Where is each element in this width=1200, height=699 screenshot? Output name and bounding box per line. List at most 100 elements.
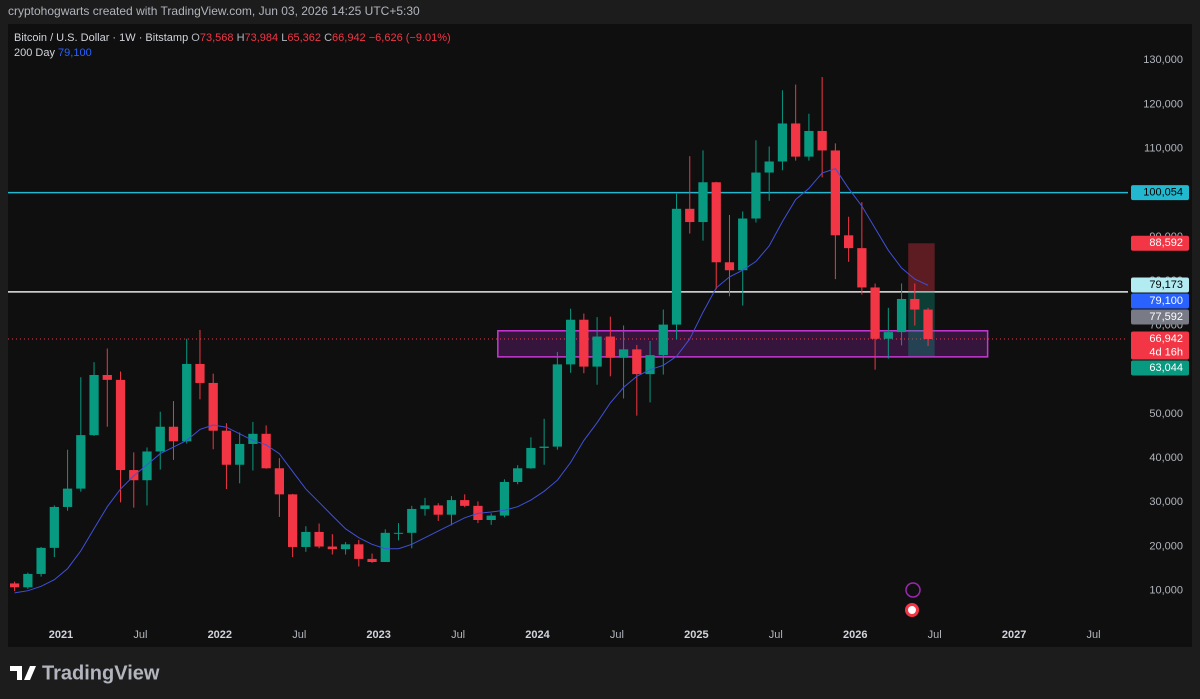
ohlc-key: L [281, 32, 288, 44]
candle-body [751, 172, 761, 219]
candle-body [896, 298, 907, 333]
candle-body [605, 336, 615, 358]
candle-body [632, 349, 642, 375]
y-tick-label: 50,000 [1149, 408, 1183, 420]
candle-body [817, 130, 827, 151]
candle-body [89, 375, 99, 436]
candle-body [883, 332, 893, 339]
ma-name: 200 Day [14, 47, 55, 59]
candle-body [155, 426, 165, 452]
ohlc-key: H [236, 32, 245, 44]
attribution: cryptohogwarts created with TradingView.… [8, 4, 420, 18]
legend: Bitcoin / U.S. Dollar · 1W · Bitstamp O7… [14, 31, 451, 61]
candle-body [552, 364, 563, 447]
candle-body [327, 546, 337, 550]
candle-body [764, 161, 774, 173]
candle-body [407, 508, 417, 533]
price-tag-label: 79,100 [1149, 295, 1183, 307]
price-tag-label: 100,054 [1143, 187, 1183, 199]
candle-body [274, 468, 285, 495]
candle-body [9, 583, 20, 588]
candle-body [499, 481, 510, 516]
candle-body [115, 379, 126, 471]
candle-body [513, 468, 523, 482]
y-tick-label: 10,000 [1149, 585, 1183, 597]
candle-body [168, 426, 179, 442]
ohlc-value: 65,362 [287, 32, 322, 44]
price-tag [1131, 331, 1189, 360]
brand-logo: TradingView [10, 662, 160, 684]
x-tick-label: 2022 [208, 629, 232, 641]
candle-body [248, 433, 258, 444]
ohlc-key: C [324, 32, 333, 44]
price-tag [1131, 293, 1189, 309]
countdown: 4d 16h [1149, 346, 1183, 358]
candle-body [261, 433, 271, 469]
candle-body [870, 287, 880, 339]
candle-body [354, 544, 364, 559]
candle-body [420, 505, 430, 509]
indicator-icons [905, 582, 921, 617]
candle-body [393, 532, 404, 534]
y-tick-label: 120,000 [1143, 98, 1183, 110]
x-tick-label: 2024 [525, 629, 550, 641]
y-tick-label: 40,000 [1149, 452, 1183, 464]
ohlc-value: 73,984 [244, 32, 279, 44]
candle-body [724, 262, 735, 271]
candle-body [645, 355, 655, 375]
x-tick-label: Jul [133, 629, 147, 641]
candle-body [235, 443, 245, 465]
price-tag [1131, 309, 1189, 325]
candle-body [830, 150, 841, 236]
candle-body [685, 208, 695, 223]
stop-zone [908, 243, 935, 292]
ohlc-value: 66,942 [332, 32, 366, 44]
candle-body [182, 363, 192, 442]
candle-body [340, 544, 351, 550]
price-tag-label: 63,044 [1149, 362, 1183, 374]
candle-body [142, 451, 152, 481]
candle-body [791, 123, 801, 157]
plot-area [8, 77, 1128, 594]
candle-body [129, 470, 139, 481]
x-tick-label: 2026 [843, 629, 867, 641]
candle-body [49, 506, 59, 548]
candle-body [195, 363, 205, 383]
y-tick-label: 110,000 [1144, 143, 1183, 155]
candle-body [36, 547, 46, 574]
x-tick-label: Jul [451, 629, 465, 641]
ohlc-value: 73,568 [199, 32, 234, 44]
x-tick-label: Jul [1086, 629, 1100, 641]
ma-value: 79,100 [58, 47, 92, 59]
candle-body [446, 500, 457, 515]
logo [10, 666, 36, 680]
candle-body [433, 505, 443, 515]
candle-body [208, 382, 218, 431]
ohlc-key: O [191, 32, 200, 44]
candle-body [857, 248, 867, 288]
ohlc: O73,568 H73,984 L65,362 C66,942 [191, 32, 368, 44]
price-tag [1131, 185, 1189, 201]
candle-body [618, 349, 629, 358]
candle-body [804, 130, 814, 157]
candle-body [301, 531, 311, 547]
candle-body [287, 494, 298, 547]
candle-body [658, 324, 668, 356]
candle-body [592, 336, 602, 367]
x-tick-label: Jul [292, 629, 306, 641]
x-tick-label: 2025 [684, 629, 708, 641]
price-tag [1131, 235, 1189, 251]
price-tag [1131, 360, 1189, 376]
y-tick-label: 130,000 [1143, 54, 1183, 66]
price-tag-label: 66,942 [1149, 333, 1183, 345]
y-tick-label: 20,000 [1149, 540, 1183, 552]
candle-body [23, 573, 33, 588]
candle-body [221, 430, 232, 465]
candle-body [526, 447, 536, 469]
icon [908, 606, 916, 614]
legend-row: 200 Day 79,100 [14, 46, 451, 61]
candle-body [380, 532, 390, 562]
price-tag-label: 88,592 [1149, 237, 1183, 249]
